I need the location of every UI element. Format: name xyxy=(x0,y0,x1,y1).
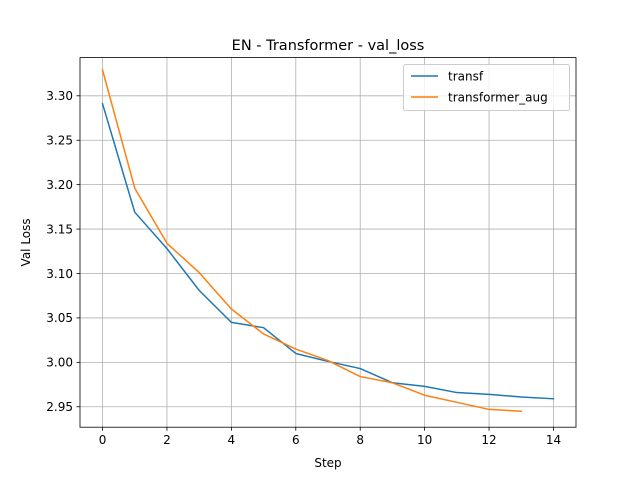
x-tick-label: 14 xyxy=(546,433,561,447)
ticks: 0 2 4 6 8 10 12 14 2.95 3.00 3.05 3.10 3.15 3.20 3.25 3… xyxy=(46,89,561,447)
legend-label-transf: transf xyxy=(448,69,484,83)
x-tick-label: 0 xyxy=(99,433,107,447)
x-axis-label: Step xyxy=(314,456,341,470)
legend: transf transformer_aug xyxy=(403,64,570,111)
y-tick-label: 3.15 xyxy=(46,222,73,236)
series-line-transf xyxy=(101,102,555,400)
y-tick-label: 3.00 xyxy=(46,356,73,370)
grid xyxy=(80,57,576,428)
chart-title: EN - Transformer - val_loss xyxy=(232,38,425,54)
x-tick-label: 10 xyxy=(417,433,432,447)
x-tick-label: 12 xyxy=(481,433,496,447)
y-tick-label: 2.95 xyxy=(46,400,73,414)
x-tick-label: 4 xyxy=(228,433,236,447)
y-tick-label: 3.05 xyxy=(46,311,73,325)
x-tick-label: 6 xyxy=(292,433,300,447)
legend-label-transformer_aug: transformer_aug xyxy=(448,90,548,104)
x-tick-label: 8 xyxy=(356,433,364,447)
y-tick-label: 3.25 xyxy=(46,134,73,148)
series-layer xyxy=(101,69,555,413)
plot-frame xyxy=(79,57,577,428)
y-axis-label: Val Loss xyxy=(19,218,33,266)
y-tick-label: 3.20 xyxy=(46,178,73,192)
x-tick-label: 2 xyxy=(163,433,171,447)
legend-box xyxy=(403,64,570,111)
y-tick-label: 3.10 xyxy=(46,267,73,281)
y-tick-label: 3.30 xyxy=(46,89,73,103)
series-line-transformer_aug xyxy=(101,69,523,413)
